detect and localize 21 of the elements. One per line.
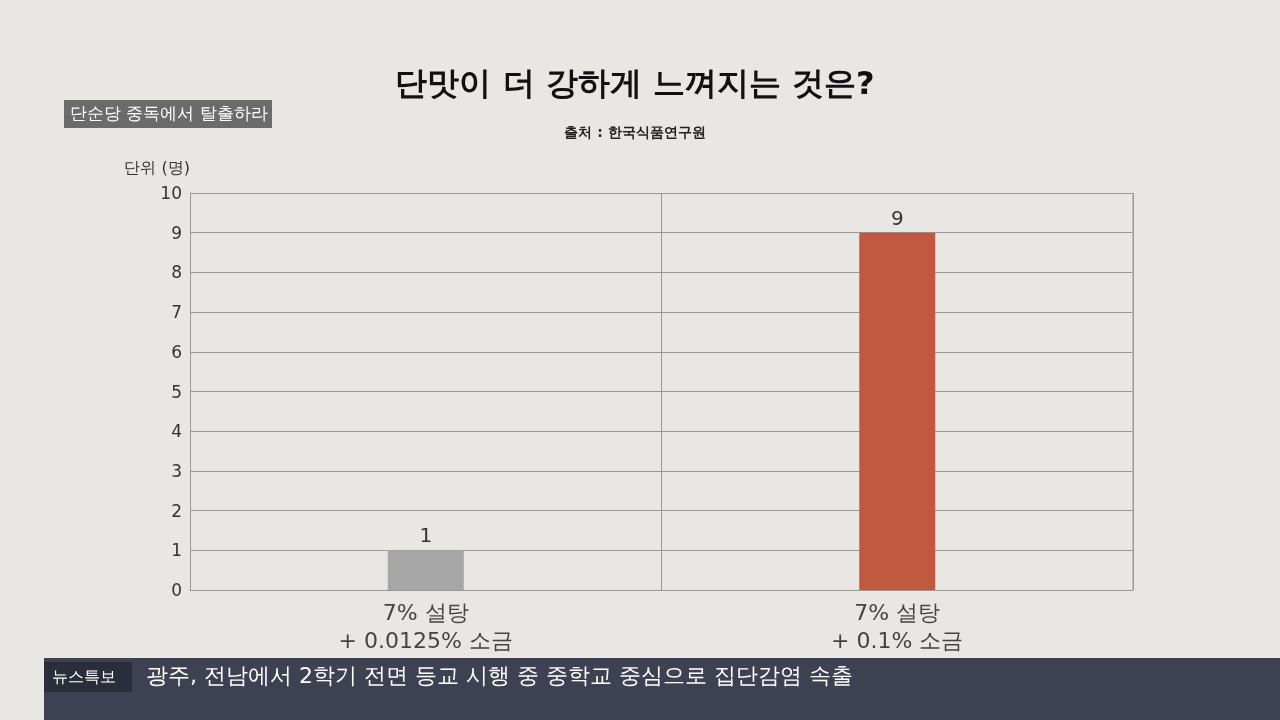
x-tick-label: 7% 설탕 + 0.0125% 소금: [338, 599, 513, 653]
y-tick-label: 10: [160, 183, 182, 203]
y-tick-label: 7: [171, 302, 182, 323]
y-tick-label: 8: [171, 262, 182, 283]
text: 단순당 중독에서 탈출하라: [70, 102, 268, 123]
chart-subtitle: 출처 : 한국식품연구원: [564, 124, 706, 140]
y-axis-title: 단위 (명): [124, 157, 190, 177]
y-tick-label: 5: [171, 381, 182, 402]
y-tick-label: 0: [171, 580, 182, 600]
y-tick-label: 2: [171, 500, 182, 521]
text: 광주, 전남에서 2학기 전면 등교 시행 중 중학교 중심으로 집단감염 속출: [146, 662, 853, 688]
text: 뉴스특보: [52, 666, 116, 686]
chart-title: 단맛이 더 강하게 느껴지는 것은?: [395, 64, 875, 102]
data-label: 1: [419, 523, 433, 548]
y-tick-label: 4: [171, 421, 182, 442]
y-tick-label: 1: [171, 540, 182, 561]
y-tick-label: 6: [171, 341, 182, 362]
y-tick-label: 9: [171, 222, 182, 243]
x-tick-label: 7% 설탕 + 0.1% 소금: [831, 599, 964, 653]
y-tick-label: 3: [171, 460, 182, 481]
data-label: 9: [890, 205, 904, 230]
